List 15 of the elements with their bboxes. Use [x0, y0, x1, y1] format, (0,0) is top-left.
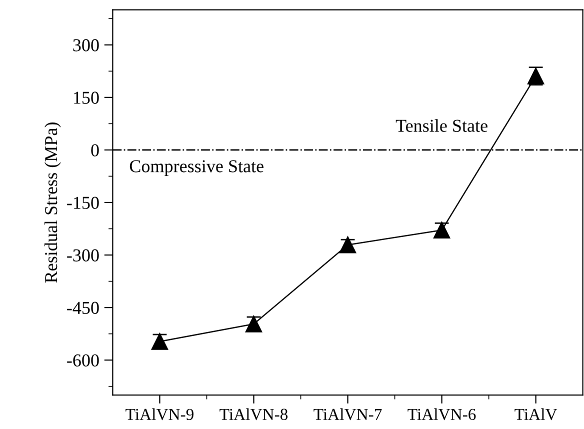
- y-tick-label: -300: [67, 249, 99, 262]
- y-tick-label: 300: [73, 39, 99, 52]
- annotation: Compressive State: [130, 160, 264, 176]
- x-tick-label: TiAlVN-7: [314, 408, 382, 420]
- x-tick-label: TiAlVN-8: [220, 408, 288, 420]
- y-axis-title: Residual Stress (MPa): [44, 122, 61, 283]
- y-tick-label: -600: [67, 354, 99, 367]
- y-tick-label: 0: [91, 144, 99, 156]
- annotation: Tensile State: [396, 119, 488, 132]
- y-tick-label: -150: [67, 196, 99, 209]
- x-tick-label: TiAlVN-6: [408, 408, 476, 420]
- x-tick-label: TiAlVN-9: [126, 408, 194, 420]
- x-tick-label: TiAlV: [514, 408, 558, 420]
- y-tick-label: -450: [67, 302, 99, 314]
- y-tick-label: 150: [74, 92, 99, 104]
